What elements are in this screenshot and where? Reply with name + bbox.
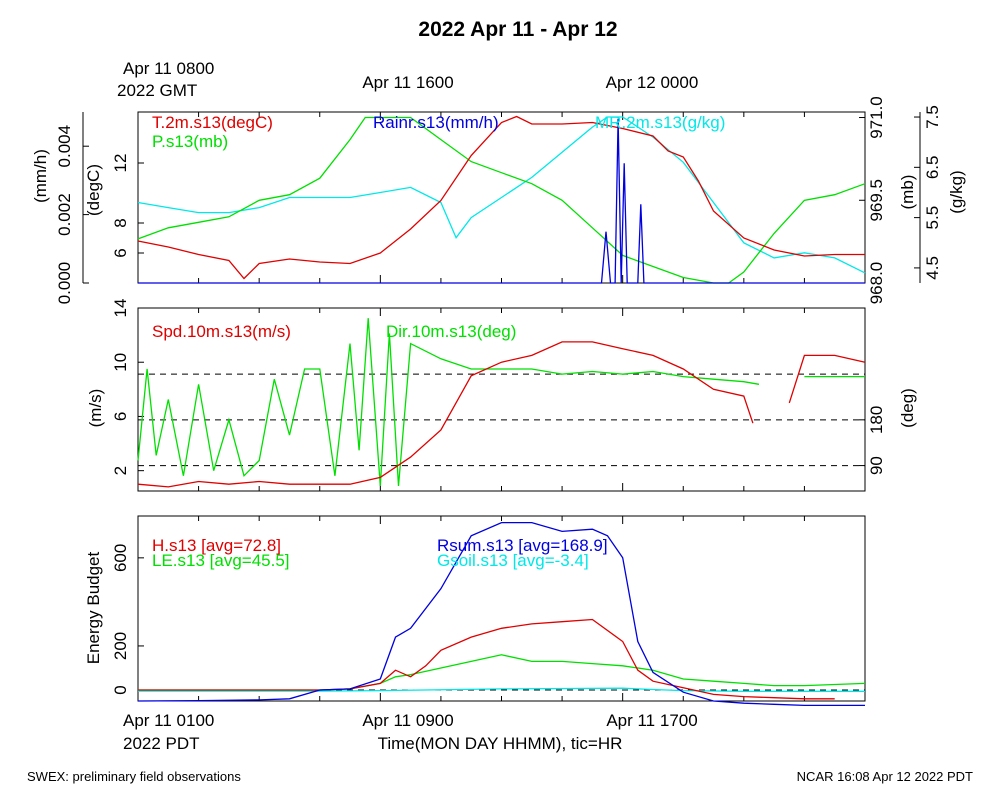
energy-panel: 0 200 600 Energy Budget H.s13 [avg=72.8]LE.s…	[84, 515, 866, 707]
temp-axis-label: (degC)	[84, 164, 103, 216]
pdt-first-label-line2: 2022 PDT	[123, 734, 200, 753]
gmt-first-label-line1: Apr 11 0800	[123, 59, 214, 78]
speed-axis-label: (m/s)	[86, 389, 105, 428]
pressure-tick-label: 971.0	[867, 96, 886, 139]
speed-tick-label: 14	[111, 299, 130, 318]
legend-energy: LE.s13 [avg=45.5]	[152, 551, 290, 570]
pdt-first-label-line1: Apr 11 0100	[123, 711, 214, 730]
mr-tick-label: 6.5	[923, 156, 942, 180]
legend-pres: P.s13(mb)	[152, 132, 228, 151]
pressure-tick-label: 968.0	[867, 262, 886, 305]
speed-tick-label: 2	[111, 466, 130, 475]
temp-tick-label: 6	[111, 248, 130, 257]
pressure-tick-label: 969.5	[867, 179, 886, 222]
rain-tick-label: 0.004	[55, 125, 74, 168]
series-line-rain	[138, 118, 865, 284]
chart-title: 2022 Apr 11 - Apr 12	[418, 18, 617, 41]
x-axis-label: Time(MON DAY HHMM), tic=HR	[378, 734, 623, 753]
speed-tick-label: 6	[111, 412, 130, 421]
legend-energy: Gsoil.s13 [avg=-3.4]	[437, 551, 589, 570]
mr-axis-label: (g/kg)	[947, 170, 966, 213]
series-line-energy	[138, 618, 835, 700]
temp-tick-label: 8	[111, 218, 130, 227]
legend-spd: Spd.10m.s13(m/s)	[152, 322, 291, 341]
series-line-pres	[137, 116, 866, 284]
rain-axis-label: (mm/h)	[31, 149, 50, 203]
direction-tick-label: 90	[867, 456, 886, 475]
footer-left-note: SWEX: preliminary field observations	[27, 769, 241, 784]
series-line-mr	[137, 116, 866, 274]
mr-tick-label: 5.5	[923, 206, 942, 230]
mr-tick-label: 7.5	[923, 105, 942, 129]
series-line-energy	[138, 687, 865, 692]
energy-tick-label: 600	[111, 544, 130, 572]
gmt-label-1: Apr 11 1600	[362, 73, 453, 92]
legend-rain: Rainr.s13(mm/h)	[373, 113, 499, 132]
energy-axis-label: Energy Budget	[84, 551, 103, 664]
gmt-label-2: Apr 12 0000	[606, 73, 699, 92]
series-line-spd	[137, 341, 754, 488]
rain-tick-label: 0.000	[55, 262, 74, 305]
pdt-label-2: Apr 11 1700	[606, 711, 697, 730]
pdt-label-1: Apr 11 0900	[362, 711, 453, 730]
series-line-dir	[137, 318, 760, 486]
speed-tick-label: 10	[111, 353, 130, 372]
legend-mr: MR.2m.s13(g/kg)	[595, 113, 725, 132]
legend-energy: H.s13 [avg=72.8]	[152, 536, 281, 555]
energy-tick-label: 200	[111, 632, 130, 660]
pressure-axis-label: (mb)	[898, 175, 917, 210]
energy-tick-label: 0	[111, 685, 130, 694]
gmt-first-label-line2: 2022 GMT	[117, 81, 197, 100]
mr-tick-label: 4.5	[923, 256, 942, 280]
series-line-energy	[137, 521, 865, 707]
legend-dir: Dir.10m.s13(deg)	[386, 322, 516, 341]
footer-right-note: NCAR 16:08 Apr 12 2022 PDT	[797, 769, 973, 784]
wind-panel: 2 6 10 14 (m/s) 90 180 (deg) Spd.10m.s13(m/s) Dir…	[86, 299, 917, 492]
legend-temp: T.2m.s13(degC)	[152, 113, 273, 132]
direction-tick-label: 180	[867, 406, 886, 434]
series-line-energy	[138, 654, 866, 691]
rain-tick-label: 0.002	[55, 193, 74, 236]
temp-tick-label: 12	[111, 154, 130, 173]
series-line-spd	[788, 354, 866, 404]
legend-energy: Rsum.s13 [avg=168.9]	[437, 536, 608, 555]
met-panel: 0.000 0.002 0.004 (mm/h) 6 8 12 (degC) 968.0 969.…	[31, 96, 966, 304]
series-line-temp	[137, 115, 865, 280]
direction-axis-label: (deg)	[898, 388, 917, 428]
